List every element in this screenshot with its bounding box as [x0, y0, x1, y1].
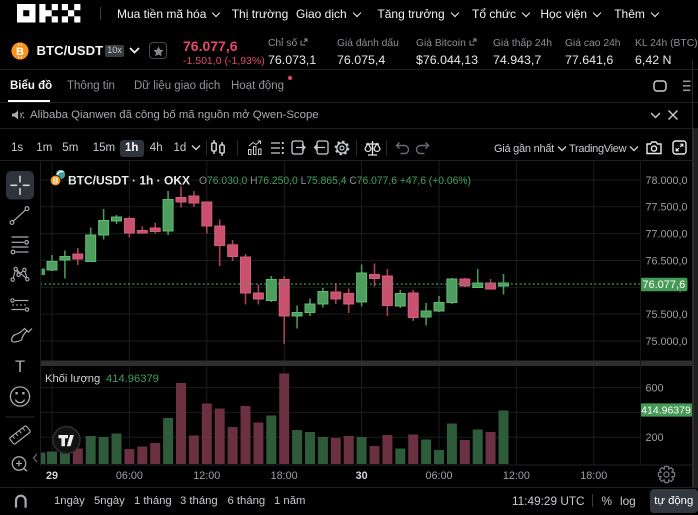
svg-text:78.000,0: 78.000,0: [646, 175, 688, 187]
svg-text:76.500,0: 76.500,0: [646, 255, 688, 267]
svg-text:O76.030,0 H76.250,0 L75.865,4: O76.030,0 H76.250,0 L75.865,4 C76.077,6 …: [199, 175, 471, 187]
svg-text:75.000,0: 75.000,0: [646, 336, 688, 348]
svg-text:B: B: [16, 46, 24, 58]
svg-text:30: 30: [356, 470, 368, 482]
svg-text:200: 200: [646, 432, 664, 444]
svg-text:18:00: 18:00: [271, 470, 298, 482]
svg-text:T: T: [15, 358, 25, 376]
svg-text:77.000,0: 77.000,0: [646, 228, 688, 240]
svg-text:BTC/USDT · 1h · OKX: BTC/USDT · 1h · OKX: [68, 174, 190, 188]
svg-text:77.500,0: 77.500,0: [646, 202, 688, 214]
svg-text:600: 600: [646, 382, 664, 394]
svg-text:12:00: 12:00: [503, 470, 530, 482]
svg-text:06:00: 06:00: [425, 470, 452, 482]
svg-text:75.500,0: 75.500,0: [646, 309, 688, 321]
svg-text:06:00: 06:00: [116, 470, 143, 482]
svg-text:29: 29: [46, 470, 58, 482]
svg-text:12:00: 12:00: [193, 470, 220, 482]
svg-text:414.96379: 414.96379: [106, 373, 159, 385]
svg-text:18:00: 18:00: [580, 470, 607, 482]
svg-text:414.96379: 414.96379: [641, 405, 691, 417]
svg-text:76.077,6: 76.077,6: [642, 279, 685, 291]
svg-text:Khối lượng: Khối lượng: [45, 373, 100, 385]
svg-text:B: B: [53, 177, 59, 186]
